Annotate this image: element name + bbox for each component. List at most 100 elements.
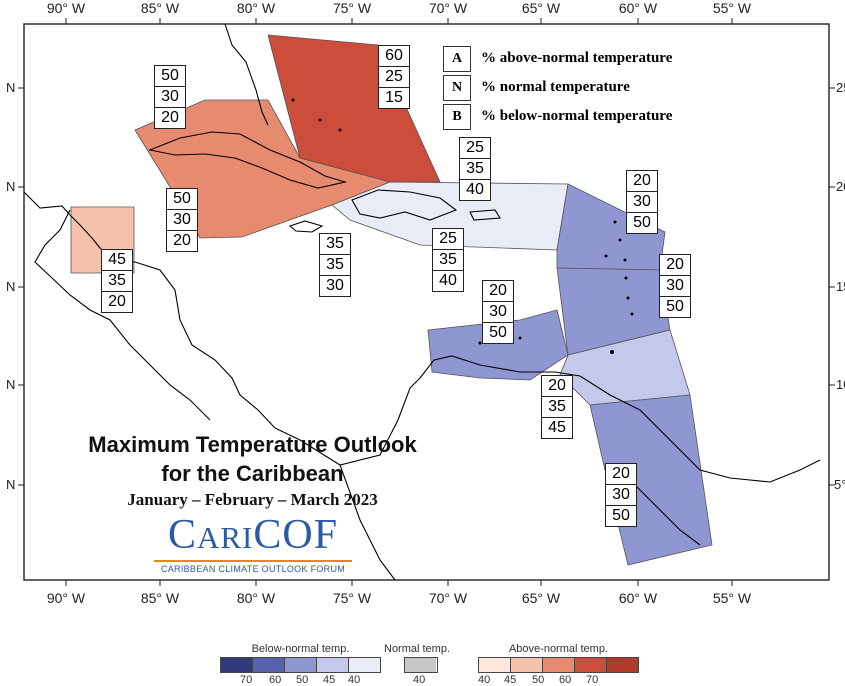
logo-letters-cof: COF — [253, 512, 339, 558]
lat-label-right-15: 15 — [836, 279, 845, 294]
lat-label-left-25: N — [6, 80, 16, 95]
prob-stack-puertorico: 25 35 40 — [459, 137, 491, 201]
lon-label-bottom-65w: 65° W — [521, 590, 561, 606]
key-text: % normal temperature — [481, 79, 630, 95]
key-letter: N — [443, 74, 471, 101]
prob-above: 25 — [432, 228, 464, 250]
prob-above: 20 — [659, 254, 691, 276]
logo-underline — [154, 560, 352, 562]
lon-label-bottom-55w: 55° W — [712, 590, 752, 606]
prob-normal: 35 — [101, 270, 133, 292]
prob-stack-bahamas: 60 25 15 — [378, 45, 410, 109]
prob-below: 50 — [659, 296, 691, 318]
prob-normal: 35 — [459, 158, 491, 180]
prob-below: 50 — [626, 212, 658, 234]
legend-above-label: Above-normal temp. — [508, 643, 609, 655]
legend-normal: Normal temp. — [384, 643, 450, 673]
tick: 40 — [478, 674, 491, 686]
map-period: January – February – March 2023 — [127, 490, 378, 509]
prob-below: 40 — [459, 179, 491, 201]
map-title-block: Maximum Temperature Outlook for the Cari… — [40, 430, 465, 510]
legend-above: Above-normal temp. — [478, 643, 639, 673]
prob-below: 15 — [378, 87, 410, 109]
lon-label-top-90w: 90° W — [46, 0, 86, 16]
prob-stack-cuba: 50 30 20 — [154, 65, 186, 129]
lon-label-bottom-85w: 85° W — [140, 590, 180, 606]
legend-below-swatches — [220, 657, 381, 673]
prob-above: 35 — [319, 233, 351, 255]
key-letter: B — [443, 103, 471, 130]
prob-stack-trinidad: 20 35 45 — [541, 375, 573, 439]
legend-normal-ticks: 40 — [413, 674, 425, 686]
tick: 40 — [348, 674, 361, 686]
lon-label-bottom-75w: 75° W — [332, 590, 372, 606]
prob-above: 50 — [154, 65, 186, 87]
abn-key: A % above-normal temperature N % normal … — [443, 44, 672, 131]
prob-below: 40 — [432, 270, 464, 292]
map-title-line1: Maximum Temperature Outlook — [88, 432, 417, 457]
lon-label-top-65w: 65° W — [521, 0, 561, 16]
prob-above: 20 — [541, 375, 573, 397]
prob-stack-jamaica: 35 35 30 — [319, 233, 351, 297]
prob-stack-leeward: 20 30 50 — [626, 170, 658, 234]
prob-stack-hispaniola: 25 35 40 — [432, 228, 464, 292]
lon-label-bottom-60w: 60° W — [618, 590, 658, 606]
tick: 70 — [240, 674, 253, 686]
lat-label-right-20: 20 — [836, 179, 845, 194]
swatch-below-60 — [253, 658, 285, 672]
caricof-logo: CARICOF CARIBBEAN CLIMATE OUTLOOK FORUM — [148, 514, 358, 574]
swatch-above-40 — [479, 658, 511, 672]
tick: 50 — [532, 674, 545, 686]
swatch-above-50 — [543, 658, 575, 672]
key-row-normal: N % normal temperature — [443, 73, 672, 102]
prob-stack-belize: 45 35 20 — [101, 249, 133, 313]
prob-below: 20 — [154, 107, 186, 129]
prob-normal: 35 — [319, 254, 351, 276]
swatch-above-45 — [511, 658, 543, 672]
prob-below: 20 — [101, 291, 133, 313]
lat-label-right-10: 10 — [836, 377, 845, 392]
prob-normal: 30 — [626, 191, 658, 213]
lon-label-bottom-80w: 80° W — [236, 590, 276, 606]
logo-letter-c: C — [167, 512, 197, 558]
prob-stack-guianas: 20 30 50 — [605, 463, 637, 527]
caricof-wordmark: CARICOF — [148, 514, 358, 559]
swatch-above-70 — [607, 658, 638, 672]
prob-below: 45 — [541, 417, 573, 439]
lat-label-left-10: N — [6, 377, 16, 392]
legend-normal-swatches — [404, 657, 438, 673]
tick: 60 — [559, 674, 572, 686]
degree-ticks — [18, 18, 835, 586]
prob-stack-abc: 20 30 50 — [482, 280, 514, 344]
swatch-below-45 — [317, 658, 349, 672]
prob-normal: 25 — [378, 66, 410, 88]
prob-normal: 35 — [432, 249, 464, 271]
island-markers — [291, 98, 634, 354]
tick: 50 — [296, 674, 309, 686]
prob-stack-windward: 20 30 50 — [659, 254, 691, 318]
key-text: % above-normal temperature — [481, 50, 673, 66]
prob-normal: 30 — [659, 275, 691, 297]
lat-label-left-20: N — [6, 179, 16, 194]
zone-abc — [427, 309, 569, 381]
prob-above: 45 — [101, 249, 133, 271]
legend-below: Below-normal temp. — [220, 643, 381, 673]
swatch-above-60 — [575, 658, 607, 672]
prob-above: 60 — [378, 45, 410, 67]
map-title-line2: for the Caribbean — [161, 461, 344, 486]
lon-label-bottom-90w: 90° W — [46, 590, 86, 606]
key-letter: A — [443, 45, 471, 72]
prob-above: 20 — [605, 463, 637, 485]
lon-label-top-60w: 60° W — [618, 0, 658, 16]
lat-label-left-5: N — [6, 477, 16, 492]
swatch-below-40 — [349, 658, 380, 672]
swatch-below-50 — [285, 658, 317, 672]
lat-label-right-5: 5° — [834, 477, 845, 492]
prob-normal: 30 — [605, 484, 637, 506]
key-row-above: A % above-normal temperature — [443, 44, 672, 73]
swatch-normal-40 — [405, 658, 436, 672]
prob-above: 25 — [459, 137, 491, 159]
tick: 60 — [269, 674, 282, 686]
prob-normal: 35 — [541, 396, 573, 418]
